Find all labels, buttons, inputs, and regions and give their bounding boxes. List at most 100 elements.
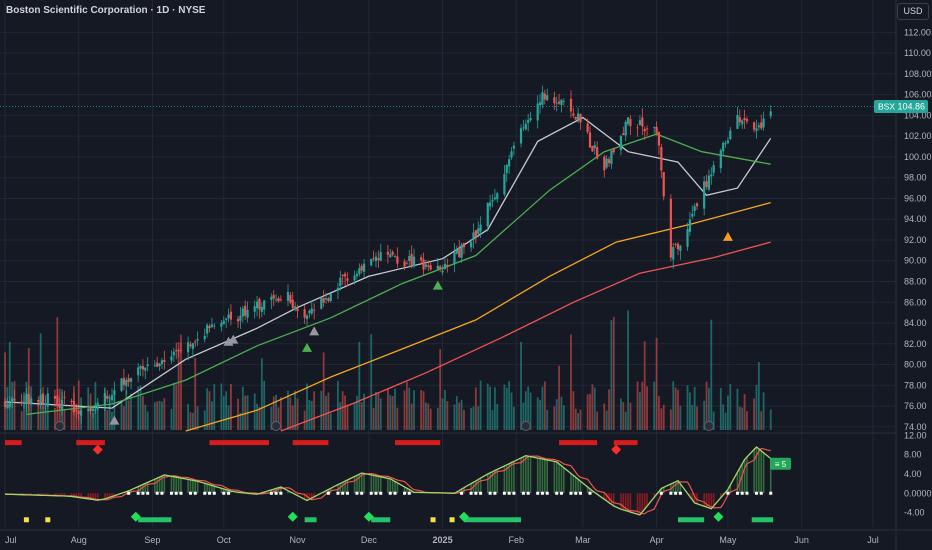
signal-triangle xyxy=(722,231,733,241)
candle-body xyxy=(596,147,599,159)
volume-bar xyxy=(410,403,413,430)
time-axis: Jul Aug Sep Oct Nov Dec 2025 Feb Mar Apr May Jun Jul xyxy=(5,535,879,545)
candle-body xyxy=(253,306,256,312)
volume-bar xyxy=(130,393,132,430)
candle-body xyxy=(470,241,473,248)
earnings-marker xyxy=(703,421,714,431)
volume-bar xyxy=(691,404,694,430)
signal-band xyxy=(613,440,638,446)
candle-body xyxy=(422,259,425,270)
volume-bar xyxy=(153,402,156,430)
candle-body xyxy=(674,244,677,245)
candle-body xyxy=(160,360,164,364)
candle-body xyxy=(353,275,356,281)
price-tick-label: 102.00 xyxy=(904,131,932,141)
volume-bar xyxy=(161,401,163,430)
candle-body xyxy=(512,145,516,149)
earnings-marker xyxy=(520,421,531,431)
candle-body xyxy=(294,306,297,310)
volume-bar xyxy=(322,352,325,430)
candle-body xyxy=(553,97,556,104)
volume-bar xyxy=(337,380,339,430)
volume-bar xyxy=(30,386,33,430)
candle-body xyxy=(722,142,725,152)
candle-body xyxy=(624,121,627,136)
candle-body xyxy=(308,310,311,314)
candle-body xyxy=(241,308,244,317)
volume-bar xyxy=(669,409,672,430)
candle-body xyxy=(129,378,133,382)
volume-bar xyxy=(560,396,563,430)
volume-bar xyxy=(177,341,180,430)
candle-body xyxy=(343,273,347,277)
volume-bar xyxy=(760,411,763,430)
volume-bar xyxy=(458,402,461,430)
volume-bar xyxy=(396,407,399,430)
price-tick-label: 96.00 xyxy=(904,193,927,203)
signal-diamond xyxy=(92,444,103,455)
volume-bar xyxy=(712,411,715,430)
candle-body xyxy=(60,399,64,411)
candle-body xyxy=(489,202,492,207)
volume-bar xyxy=(120,401,123,430)
candle-body xyxy=(270,296,273,300)
candle-body xyxy=(225,318,228,320)
volume-bar xyxy=(486,383,489,430)
candle-body xyxy=(263,300,266,310)
volume-bar xyxy=(527,386,530,430)
candle-body xyxy=(396,256,399,264)
signal-square xyxy=(45,517,51,523)
candle-body xyxy=(427,265,430,267)
candle-body xyxy=(46,393,49,406)
earnings-marker xyxy=(54,421,65,431)
volume-bar xyxy=(203,410,206,430)
candle-body xyxy=(496,193,499,200)
volume-bar xyxy=(474,387,477,430)
volume-bar xyxy=(44,403,47,430)
volume-bar xyxy=(472,406,475,430)
candle-body xyxy=(586,123,589,133)
price-tick-label: 84.00 xyxy=(904,318,927,328)
candle-body xyxy=(37,399,40,402)
candle-body xyxy=(360,265,363,271)
volume-bar xyxy=(213,384,216,430)
volume-bar xyxy=(106,410,109,430)
candle-body xyxy=(172,351,175,356)
candle-body xyxy=(94,409,97,411)
candle-body xyxy=(177,350,180,352)
signal-band xyxy=(751,517,774,523)
volume-bar xyxy=(92,413,94,430)
candle-body xyxy=(522,127,525,129)
volume-bar xyxy=(696,406,698,430)
price-tick-label: 90.00 xyxy=(904,256,927,266)
currency-button[interactable]: USD xyxy=(897,3,929,20)
volume-bar xyxy=(289,397,292,430)
candle-body xyxy=(588,132,592,148)
candle-body xyxy=(310,308,313,314)
oscillator-tick-label: 4.00 xyxy=(904,469,922,479)
candle-body xyxy=(607,159,611,164)
candle-body xyxy=(146,364,149,367)
volume-bar xyxy=(413,390,415,430)
candle-body xyxy=(113,390,116,395)
chart-title: Boston Scientific Corporation · 1D · NYS… xyxy=(6,5,206,16)
volume-bar xyxy=(196,406,199,430)
volume-bar xyxy=(208,391,211,430)
volume-bar xyxy=(703,400,706,430)
volume-bar xyxy=(677,389,679,430)
volume-bar xyxy=(123,406,125,430)
candle-body xyxy=(22,402,26,404)
volume-bar xyxy=(470,407,473,430)
volume-bar xyxy=(310,401,313,430)
candle-body xyxy=(208,326,211,329)
volume-bar xyxy=(436,407,439,430)
volume-bar xyxy=(296,398,299,430)
candle-body xyxy=(236,318,240,322)
volume-bar xyxy=(327,392,330,430)
signal-band xyxy=(304,517,317,523)
candle-body xyxy=(25,393,28,405)
volume-bar xyxy=(653,381,656,430)
volume-bar xyxy=(539,399,541,430)
candle-body xyxy=(163,360,166,363)
